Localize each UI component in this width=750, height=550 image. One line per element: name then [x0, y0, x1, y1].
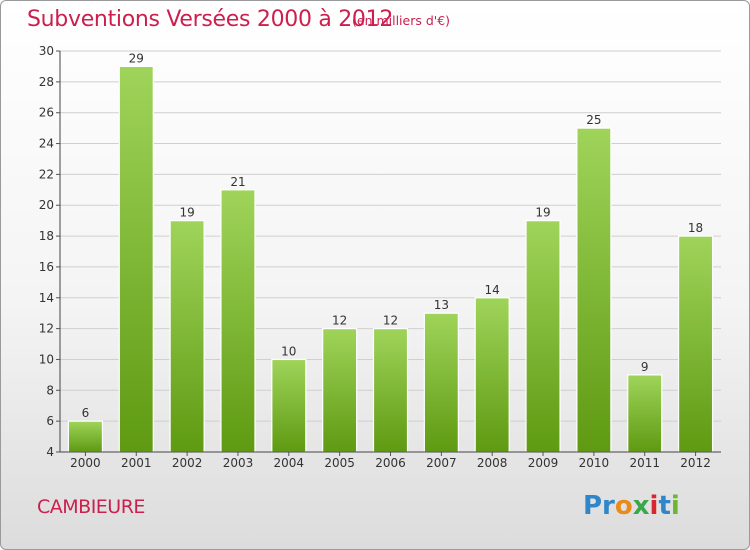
bar-2004 — [271, 358, 307, 453]
data-label: 13 — [434, 298, 449, 312]
logo-part: x — [632, 491, 650, 521]
bar-2010 — [576, 127, 612, 453]
y-tick-label: 18 — [39, 229, 54, 243]
x-tick-label: 2004 — [274, 456, 305, 470]
commune-name: CAMBIEURE — [37, 496, 145, 518]
bar-2007 — [423, 312, 459, 453]
data-label: 19 — [179, 206, 194, 220]
bar-2009 — [525, 220, 561, 453]
data-label: 10 — [281, 344, 296, 358]
proxiti-logo: Proxiti — [583, 491, 680, 521]
bar-2003 — [220, 189, 256, 453]
y-tick-label: 16 — [39, 260, 54, 274]
x-tick-label: 2011 — [629, 456, 660, 470]
y-tick-label: 6 — [46, 414, 54, 428]
chart-title: Subventions Versées 2000 à 2012 — [27, 7, 394, 32]
data-label: 12 — [332, 314, 347, 328]
logo-part: i — [670, 491, 680, 521]
x-tick-label: 2010 — [579, 456, 610, 470]
y-tick-label: 8 — [46, 383, 54, 397]
x-tick-label: 2007 — [426, 456, 457, 470]
x-tick-label: 2009 — [528, 456, 559, 470]
x-tick-label: 2002 — [172, 456, 203, 470]
y-tick-label: 22 — [39, 167, 54, 181]
x-tick-label: 2006 — [375, 456, 406, 470]
bar-2002 — [169, 220, 205, 453]
x-tick-label: 2000 — [70, 456, 101, 470]
logo-part: i — [649, 491, 659, 521]
y-tick-label: 20 — [39, 198, 54, 212]
bar-2005 — [322, 328, 358, 453]
logo-part: t — [658, 491, 671, 521]
data-label: 12 — [383, 314, 398, 328]
logo-part: o — [614, 491, 633, 521]
data-label: 29 — [129, 51, 144, 65]
logo-part: Pr — [583, 491, 615, 521]
y-tick-label: 10 — [39, 352, 54, 366]
x-tick-label: 2005 — [324, 456, 355, 470]
y-tick-label: 12 — [39, 322, 54, 336]
x-tick-label: 2012 — [680, 456, 711, 470]
x-tick-label: 2001 — [121, 456, 152, 470]
x-tick-label: 2008 — [477, 456, 508, 470]
bar-2011 — [627, 374, 663, 453]
data-label: 25 — [586, 113, 601, 127]
data-label: 6 — [82, 406, 90, 420]
y-tick-label: 14 — [39, 291, 54, 305]
chart-unit: (en milliers d'€) — [352, 13, 451, 28]
bar-2006 — [372, 328, 409, 453]
y-tick-label: 26 — [39, 106, 54, 120]
bar-2012 — [677, 235, 714, 453]
y-tick-label: 28 — [39, 75, 54, 89]
bar-2000 — [67, 420, 104, 453]
y-tick-label: 30 — [39, 44, 54, 58]
x-tick-label: 2003 — [223, 456, 254, 470]
bar-2001 — [118, 65, 154, 453]
data-label: 19 — [535, 206, 550, 220]
y-tick-label: 4 — [46, 445, 54, 459]
y-tick-label: 24 — [39, 137, 54, 151]
data-label: 18 — [688, 221, 703, 235]
data-label: 14 — [485, 283, 500, 297]
bar-2008 — [474, 297, 510, 453]
data-label: 9 — [641, 360, 649, 374]
data-label: 21 — [230, 175, 245, 189]
